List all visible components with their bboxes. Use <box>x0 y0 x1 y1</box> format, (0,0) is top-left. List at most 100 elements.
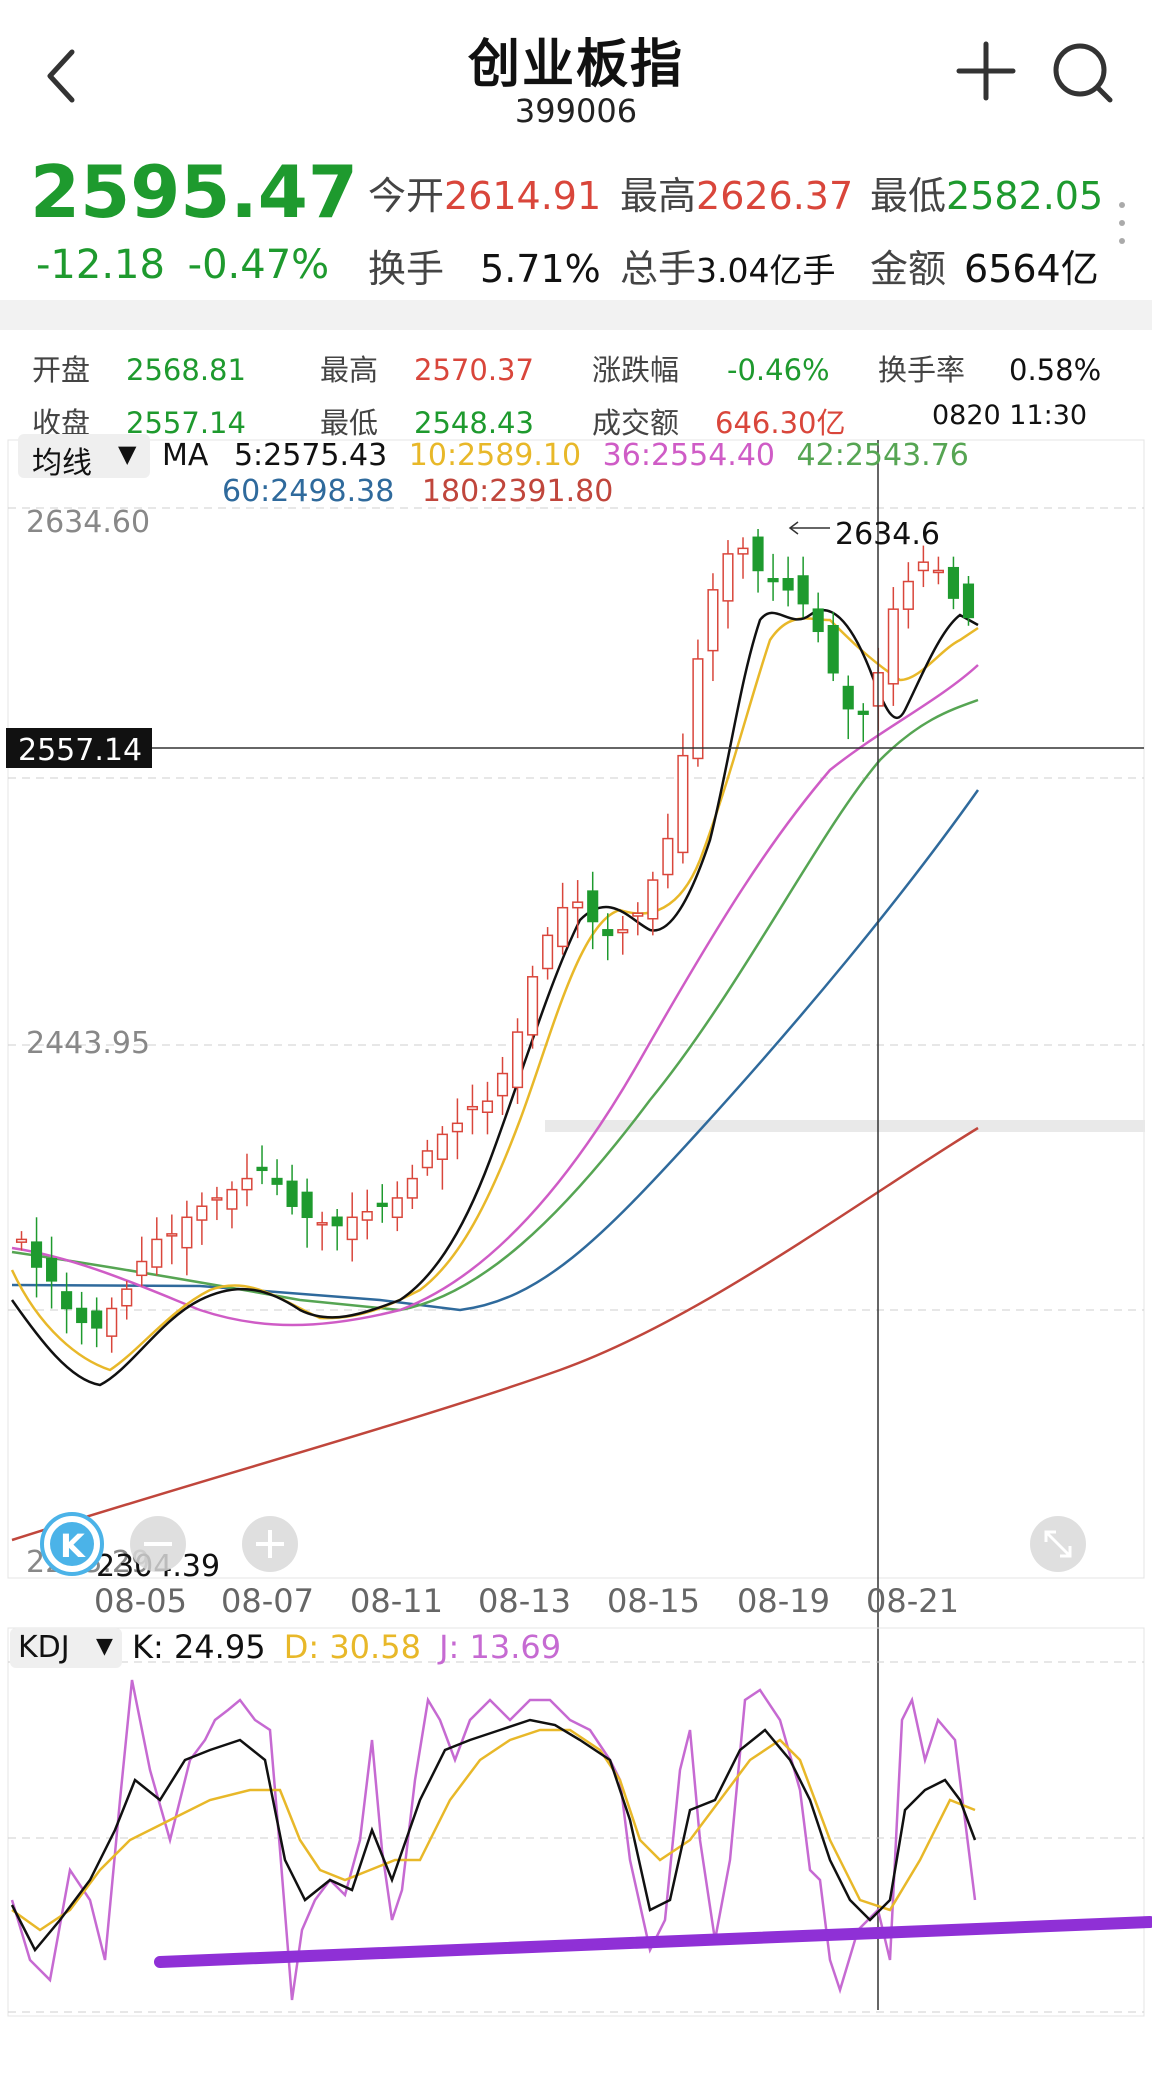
candle-down <box>962 583 975 619</box>
crosshair-price-label: 2557.14 <box>18 733 142 768</box>
y-axis-label-mid: 2443.95 <box>26 1026 150 1061</box>
candle-up <box>887 608 899 685</box>
candle-down <box>752 536 764 572</box>
candle-up <box>632 912 644 917</box>
back-button[interactable] <box>38 42 98 112</box>
low-value: 2582.05 <box>946 174 1104 218</box>
volume-value: 3.04亿手 <box>696 251 836 290</box>
candle-up <box>346 1216 358 1241</box>
add-button[interactable] <box>955 40 1017 102</box>
candle-up <box>166 1233 178 1237</box>
candle-up <box>436 1133 448 1160</box>
section-divider <box>0 300 1152 330</box>
kdj-k-line <box>10 1718 977 1953</box>
ma42-legend: 42:2543.76 <box>796 438 969 473</box>
ma36-legend: 36:2554.40 <box>602 438 775 473</box>
volume-stat: 总手3.04亿手 <box>620 247 836 291</box>
bar-amount: 成交额 646.30亿 <box>592 406 846 440</box>
chevron-down-icon: ▼ <box>118 440 137 468</box>
k-logo-button[interactable]: K <box>40 1512 104 1576</box>
candle-up <box>557 906 569 948</box>
ma42-line <box>11 698 979 1312</box>
candle-up <box>677 754 689 854</box>
x-axis-ticks: 08-05 08-07 08-11 08-13 08-15 08-19 08-2… <box>94 1582 959 1620</box>
candle-up <box>722 553 734 602</box>
main-chart-frame <box>7 439 1145 1579</box>
kdj-trend-line <box>154 1916 1152 1968</box>
ma180-legend: 180:2391.80 <box>421 474 614 509</box>
chevron-left-icon <box>47 49 75 103</box>
amount-value: 6564亿 <box>964 247 1099 291</box>
candle-up <box>542 934 554 970</box>
candle-down <box>76 1307 88 1324</box>
candle-up <box>466 1105 479 1111</box>
ma60-legend: 60:2498.38 <box>222 474 395 509</box>
candle-up <box>406 1177 418 1199</box>
candle-up <box>226 1188 238 1210</box>
x-tick-label: 08-07 <box>221 1582 314 1620</box>
candle-up <box>106 1307 118 1337</box>
candle-down <box>857 710 869 715</box>
change-pct: -0.47% <box>187 242 330 288</box>
candle-up <box>196 1205 208 1221</box>
candle-up <box>692 658 704 760</box>
candle-up <box>15 1238 28 1243</box>
candle-down <box>812 608 824 633</box>
candle-up <box>496 1072 509 1097</box>
candle-down <box>30 1241 43 1268</box>
turnover-stat: 换手 5.71% <box>368 247 601 291</box>
candle-up <box>421 1150 433 1169</box>
bar-high: 最高 2570.37 <box>320 353 534 387</box>
candle-up <box>917 561 929 572</box>
candle-up <box>647 879 659 920</box>
high-stat: 最高2626.37 <box>620 174 854 218</box>
kdj-d-legend: D: 30.58 <box>283 1628 421 1666</box>
kdj-j-legend: J: 13.69 <box>439 1628 562 1666</box>
candle-down <box>827 625 839 674</box>
ma-selector[interactable]: 均线 ▼ <box>18 434 150 481</box>
ma36-line <box>11 664 979 1327</box>
ma180-line <box>11 1126 979 1542</box>
candle-down <box>286 1180 298 1207</box>
candle-down <box>947 566 960 599</box>
ma-lines <box>10 609 980 1542</box>
svg-text:K: K <box>60 1527 86 1565</box>
x-tick-label: 08-15 <box>607 1582 700 1620</box>
kdj-d-line <box>11 1728 976 1932</box>
turnover-value: 5.71% <box>480 247 601 291</box>
candle-down <box>376 1202 388 1207</box>
candle-up <box>737 547 749 555</box>
bar-open: 开盘 2568.81 <box>32 353 246 387</box>
ma5-legend: 5:2575.43 <box>233 438 388 473</box>
more-button[interactable] <box>1118 200 1126 246</box>
price-change: -12.18 -0.47% <box>36 242 329 288</box>
candle-up <box>662 837 674 876</box>
fullscreen-button[interactable] <box>1030 1516 1086 1572</box>
zoom-out-button[interactable] <box>130 1516 186 1572</box>
candle-up <box>527 976 539 1036</box>
kdj-selector[interactable]: KDJ ▼ <box>10 1628 122 1668</box>
candle-down <box>256 1166 268 1172</box>
candle-down <box>331 1216 343 1227</box>
bar-time: 0820 11:30 <box>932 400 1088 431</box>
ma5-line <box>10 609 979 1387</box>
candle-up <box>241 1177 253 1191</box>
kdj-legend: K: 24.95 D: 30.58 J: 13.69 <box>132 1628 561 1666</box>
max-price-marker: 2634.6 <box>835 517 940 552</box>
x-tick-label: 08-13 <box>478 1582 571 1620</box>
candle-down <box>587 890 599 923</box>
candle-down <box>46 1257 58 1282</box>
search-button[interactable] <box>1050 40 1115 105</box>
page-title: 创业板指 <box>467 35 684 95</box>
candle-down <box>797 575 809 605</box>
y-axis-label-top: 2634.60 <box>26 505 150 540</box>
candle-up <box>361 1211 373 1221</box>
bar-low: 最低 2548.43 <box>320 406 534 440</box>
x-tick-label: 08-21 <box>866 1582 959 1620</box>
candle-down <box>782 578 794 591</box>
kdj-panel-frame <box>7 1627 1145 2017</box>
zoom-in-button[interactable] <box>242 1516 298 1572</box>
x-tick-label: 08-19 <box>737 1582 830 1620</box>
change-value: -12.18 <box>36 242 165 288</box>
kdj-k-legend: K: 24.95 <box>132 1628 266 1666</box>
